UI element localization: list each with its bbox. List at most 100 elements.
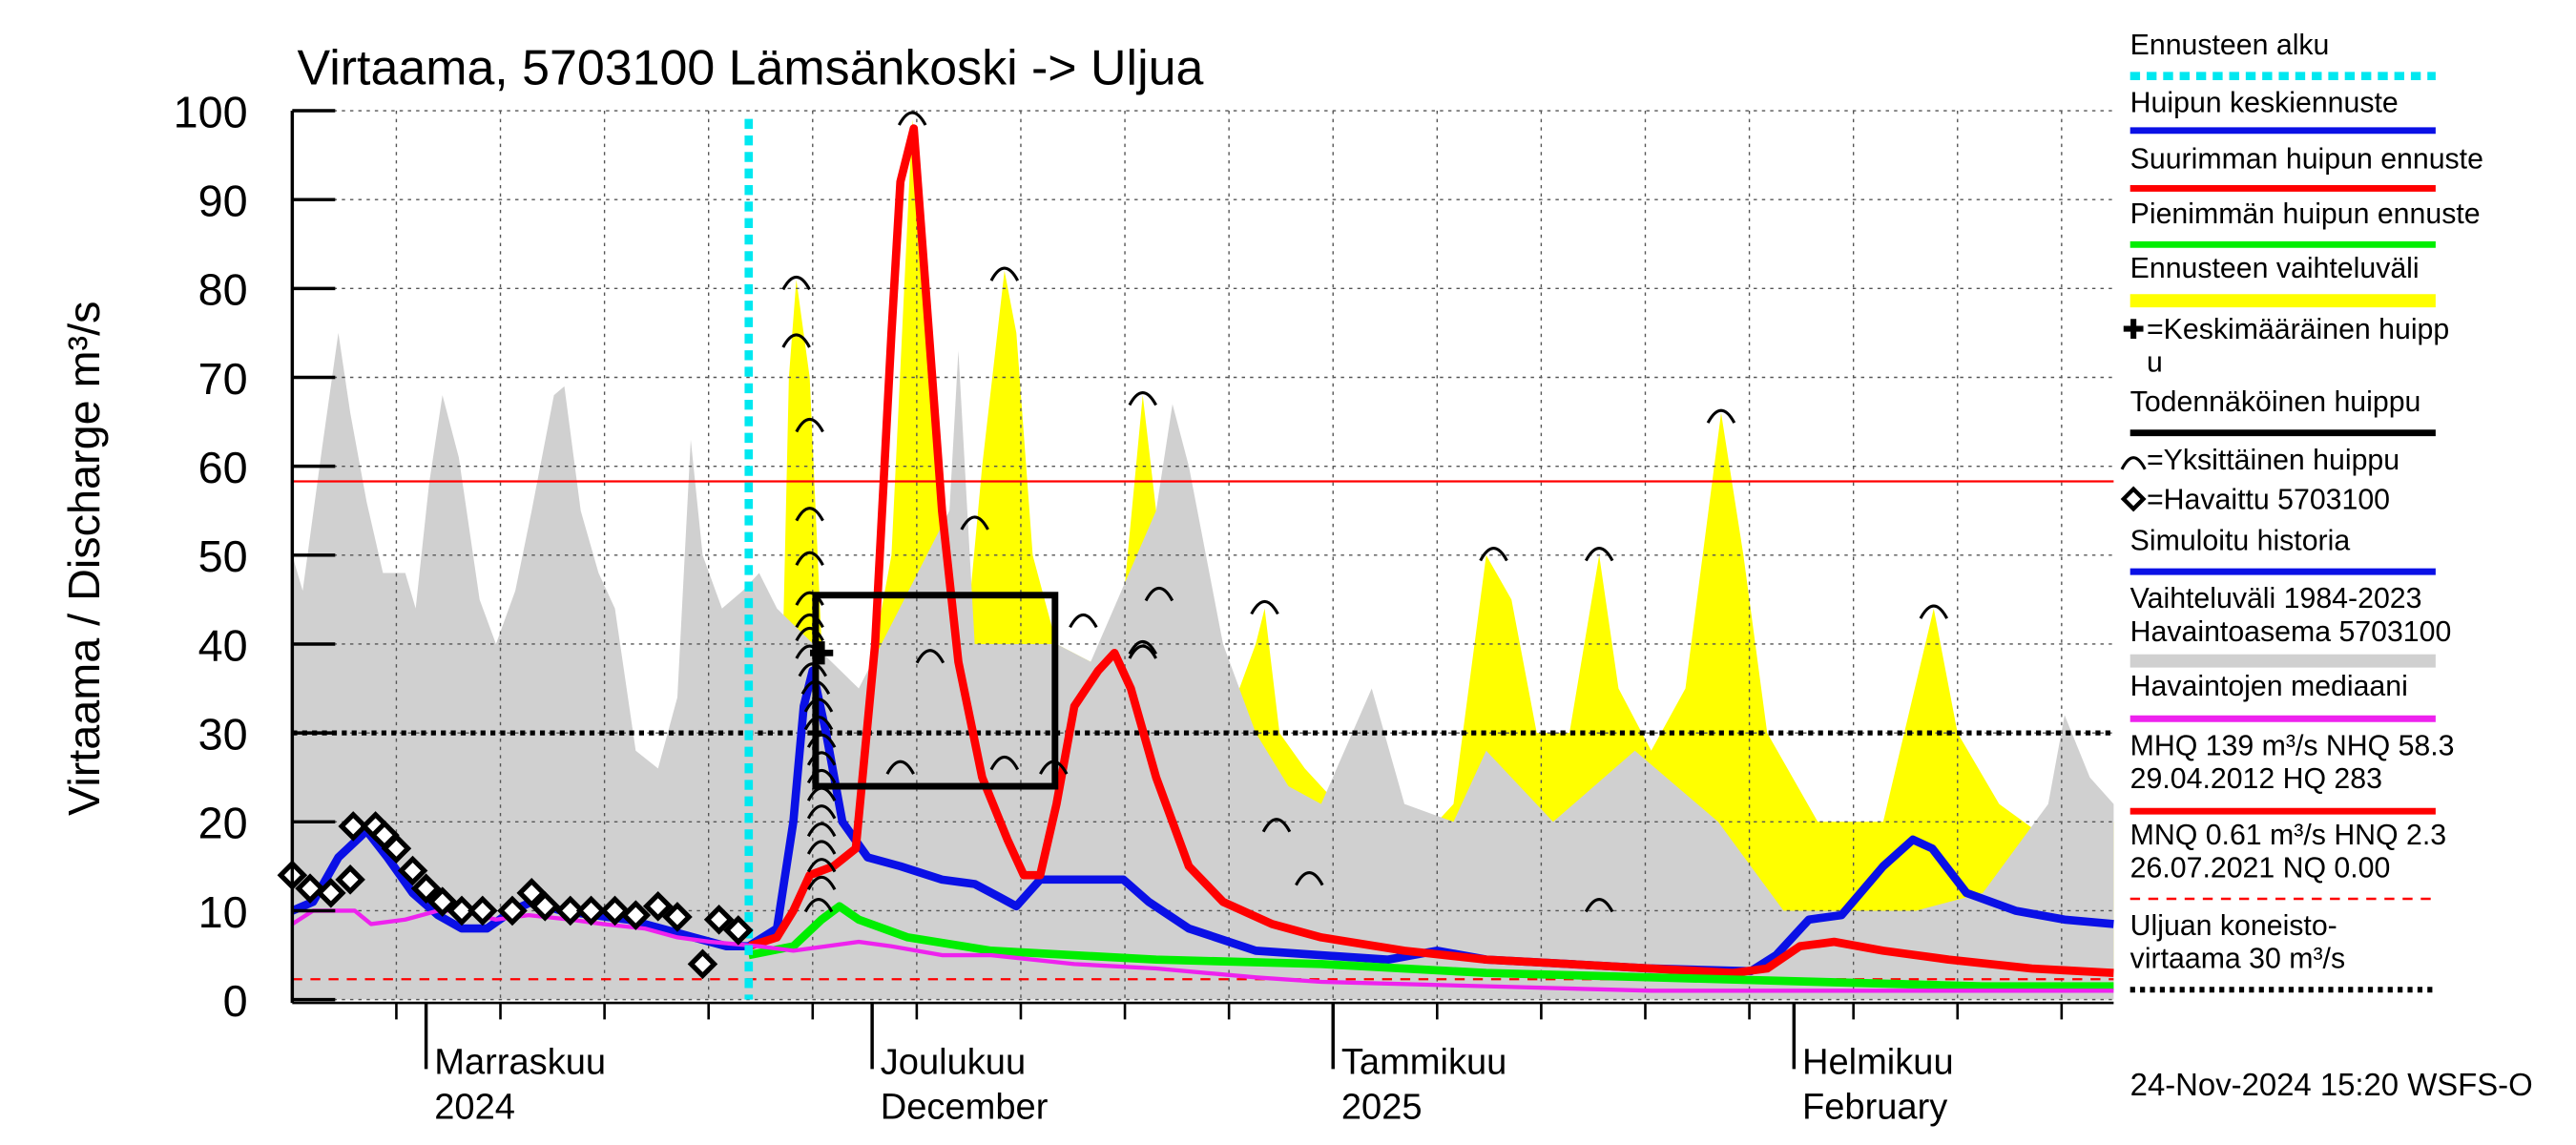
observed-point xyxy=(338,811,369,842)
y-axis-label: Virtaama / Discharge m³/s xyxy=(59,302,109,816)
legend: Ennusteen alku Huipun keskiennuste Suurimm… xyxy=(2120,30,2483,993)
peak-arc xyxy=(1295,871,1324,886)
legend-label: Huipun keskiennuste xyxy=(2130,88,2399,119)
legend-label: Havaintoasema 5703100 xyxy=(2130,616,2452,648)
y-tick-label: 40 xyxy=(198,620,248,670)
legend-label: =Havaittu 5703100 xyxy=(2147,484,2390,515)
peak-arc xyxy=(806,804,837,820)
legend-label: Havaintojen mediaani xyxy=(2130,671,2408,702)
peak-arc xyxy=(1250,599,1279,615)
peak-arc xyxy=(795,644,824,659)
peak-arc xyxy=(806,822,837,838)
x-tick-label: Tammikuu xyxy=(1341,1043,1506,1083)
layer-lines xyxy=(290,124,2114,993)
peak-arc xyxy=(897,111,927,126)
peak-arc xyxy=(1584,547,1614,562)
peak-arc xyxy=(989,755,1020,771)
peak-arc xyxy=(1069,613,1098,629)
y-tick-label: 60 xyxy=(198,443,248,492)
y-tick-label: 70 xyxy=(198,354,248,404)
peak-arc xyxy=(781,275,811,291)
y-tick-label: 50 xyxy=(198,531,248,581)
observed-point xyxy=(467,895,498,926)
layer-marks xyxy=(277,111,1949,1000)
legend-label: =Yksittäinen huippu xyxy=(2147,445,2399,476)
peak-arc xyxy=(1261,818,1292,833)
peak-arc xyxy=(1584,898,1614,913)
observed-point xyxy=(662,902,693,932)
layer-ref xyxy=(292,480,2114,981)
x-tick-label: Marraskuu xyxy=(434,1043,606,1083)
legend-symbol xyxy=(2120,456,2147,470)
peak-arc xyxy=(1128,639,1157,656)
observed-point xyxy=(554,895,586,926)
y-tick-label: 80 xyxy=(198,265,248,315)
peak-arc xyxy=(885,760,915,775)
series-line xyxy=(747,124,2114,977)
peak-arc xyxy=(1919,604,1949,619)
legend-symbol xyxy=(2123,319,2144,339)
peak-arc xyxy=(800,679,831,696)
legend-label: =Keskimääräinen huipp xyxy=(2147,314,2449,345)
peak-arc xyxy=(803,898,834,913)
peak-arc xyxy=(806,875,837,891)
observed-point xyxy=(620,900,652,930)
peak-arc xyxy=(806,786,837,802)
peak-arc xyxy=(795,551,824,566)
legend-label: MNQ 0.61 m³/s HNQ 2.3 xyxy=(2130,820,2446,851)
x-tick-label: February xyxy=(1802,1087,1947,1127)
series-line xyxy=(746,666,2114,976)
peak-arc xyxy=(1706,408,1736,424)
observed-point xyxy=(410,873,442,904)
legend-label: Ennusteen alku xyxy=(2130,30,2330,61)
observed-point xyxy=(316,878,346,908)
peak-arc xyxy=(795,591,824,606)
peak-arc xyxy=(1144,586,1174,602)
legend-label: Uljuan koneisto- xyxy=(2130,910,2337,942)
peak-arc xyxy=(1039,760,1069,775)
peak-arc xyxy=(806,768,837,784)
peak-arc xyxy=(1479,547,1508,562)
x-tick-label: Joulukuu xyxy=(881,1043,1026,1083)
observed-point xyxy=(687,948,718,980)
observed-point xyxy=(575,895,607,926)
y-tick-label: 10 xyxy=(198,887,248,937)
observed-point xyxy=(642,891,674,922)
y-tick-label: 20 xyxy=(198,799,248,848)
legend-label: virtaama 30 m³/s xyxy=(2130,944,2345,975)
observed-point xyxy=(381,833,412,864)
legend-label: 29.04.2012 HQ 283 xyxy=(2130,763,2382,795)
peak-arc xyxy=(806,858,837,873)
legend-label: Vaihteluväli 1984-2023 xyxy=(2130,583,2422,614)
observed-point xyxy=(447,895,477,926)
chart-title: Virtaama, 5703100 Lämsänkoski -> Uljua xyxy=(298,40,1204,95)
peak-arc xyxy=(806,733,837,748)
y-tick-label: 0 xyxy=(223,976,248,1026)
peak-arc xyxy=(806,840,837,855)
peak-arc xyxy=(803,716,834,731)
x-tick-label: 2024 xyxy=(434,1087,515,1127)
footer: 24-Nov-2024 15:20 WSFS-O xyxy=(2130,1067,2533,1102)
peak-arc xyxy=(803,697,834,713)
y-tick-label: 30 xyxy=(198,709,248,759)
x-tick-label: Helmikuu xyxy=(1802,1043,1954,1083)
peak-arc xyxy=(915,649,945,664)
probable-peak-box xyxy=(812,592,1059,790)
legend-label: Suurimman huipun ennuste xyxy=(2130,144,2483,176)
peak-arc xyxy=(960,515,989,531)
peak-arc xyxy=(806,751,837,766)
observed-point xyxy=(723,915,754,946)
y-tick-label: 90 xyxy=(198,176,248,225)
observed-point xyxy=(599,895,631,926)
observed-point xyxy=(426,886,458,917)
legend-label: MHQ 139 m³/s NHQ 58.3 xyxy=(2130,730,2455,761)
observed-point xyxy=(397,855,428,886)
peak-arc xyxy=(795,613,824,629)
series-line xyxy=(291,908,2114,993)
y-tick-label: 100 xyxy=(174,87,248,136)
peak-arc xyxy=(795,507,824,522)
